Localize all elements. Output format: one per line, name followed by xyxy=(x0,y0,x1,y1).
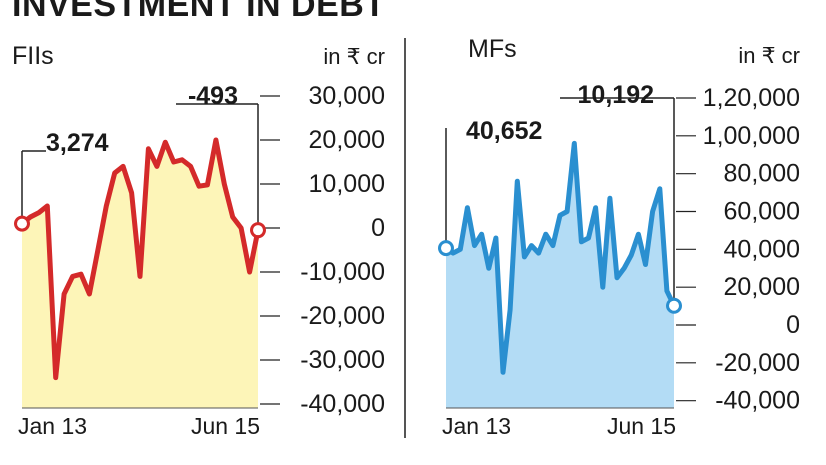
area-fill-0 xyxy=(22,140,258,408)
series-line-1 xyxy=(443,140,677,375)
y-tick-label: 1,20,000 xyxy=(703,84,800,112)
y-tick-label: -30,000 xyxy=(300,346,385,374)
y-tick-label: 80,000 xyxy=(724,160,800,188)
y-tick-label: 0 xyxy=(371,214,385,242)
annotation-label: -493 xyxy=(188,82,238,110)
unit-label: in ₹ cr xyxy=(738,43,800,68)
y-tick-label: 0 xyxy=(786,311,800,339)
annotation-label: 10,192 xyxy=(578,81,654,109)
annotation-label: 40,652 xyxy=(466,117,542,145)
endpoint-marker xyxy=(250,222,266,239)
x-tick-label: Jun 15 xyxy=(607,413,676,439)
y-tick-label: 20,000 xyxy=(724,273,800,301)
unit-label: in ₹ cr xyxy=(323,44,385,69)
endpoint-marker xyxy=(438,240,454,257)
y-tick-label: 60,000 xyxy=(724,198,800,226)
area-fill-1 xyxy=(446,143,674,408)
y-tick-label: -40,000 xyxy=(300,390,385,418)
y-tick-label: -20,000 xyxy=(715,349,800,377)
annotation-label: 3,274 xyxy=(46,129,109,157)
x-tick-label: Jan 13 xyxy=(18,413,87,439)
y-tick-label: 20,000 xyxy=(309,126,385,154)
endpoint-marker xyxy=(666,297,682,314)
x-tick-label: Jun 15 xyxy=(191,413,260,439)
y-tick-label: -20,000 xyxy=(300,302,385,330)
panel-label: FIIs xyxy=(12,42,54,70)
endpoint-marker xyxy=(14,215,30,232)
y-tick-label: 1,00,000 xyxy=(703,122,800,150)
headline: INVESTMENT IN DEBT xyxy=(12,0,386,24)
panel-label: MFs xyxy=(468,35,517,63)
series-line-0 xyxy=(19,137,261,381)
y-tick-label: -40,000 xyxy=(715,387,800,415)
x-tick-label: Jan 13 xyxy=(442,413,511,439)
panel-divider xyxy=(404,38,406,438)
y-tick-label: -10,000 xyxy=(300,258,385,286)
y-tick-label: 30,000 xyxy=(309,82,385,110)
y-tick-label: 10,000 xyxy=(309,170,385,198)
y-tick-label: 40,000 xyxy=(724,235,800,263)
